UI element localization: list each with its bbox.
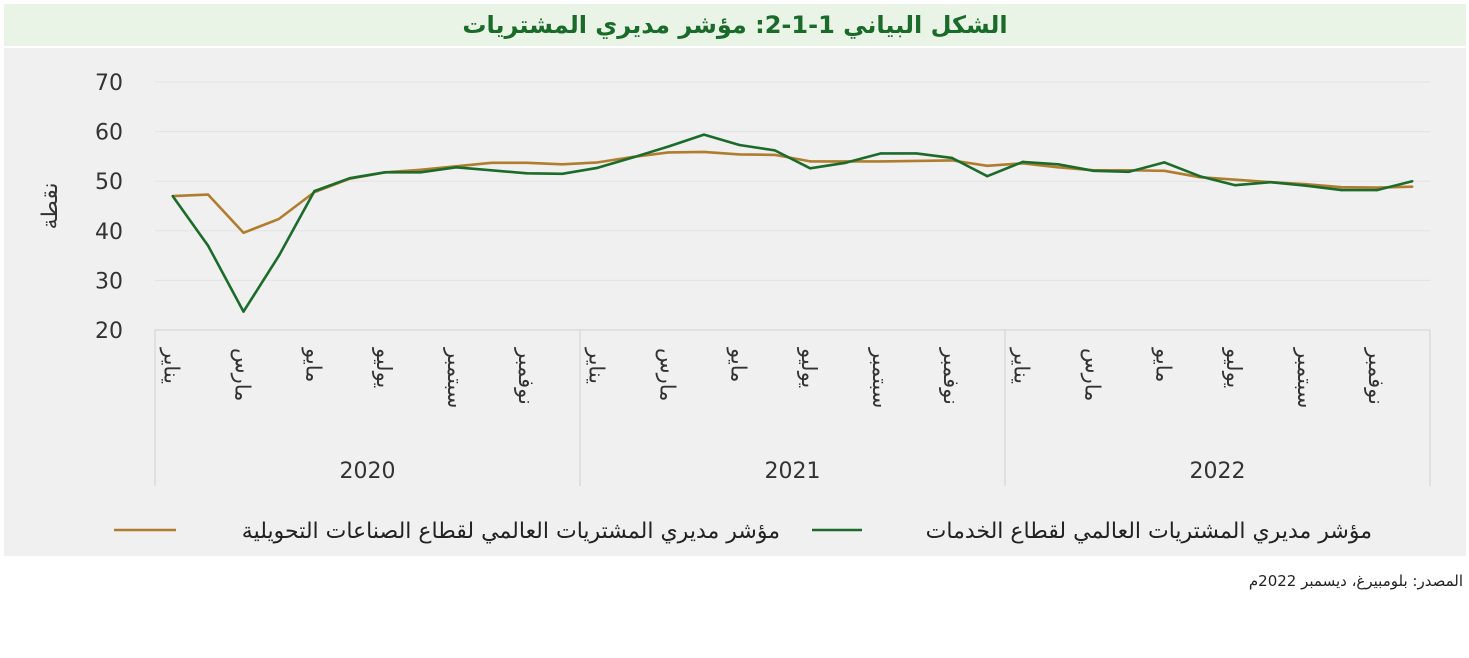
month-label: سبتمبر [1293,347,1317,408]
y-tick-label: 70 [95,71,123,96]
data-point-s2 [1375,188,1379,192]
data-point-s2 [844,161,847,165]
month-label: يوليو [372,347,396,388]
legend-label-services: مؤشر مديري المشتريات العالمي لقطاع الخدم… [926,519,1372,544]
data-point-s2 [1127,170,1131,173]
month-label: يناير [1010,347,1034,384]
year-label: 2022 [1190,459,1246,484]
month-label: يناير [585,347,609,384]
data-point-s2 [1340,188,1343,192]
data-point-s2 [384,171,387,174]
data-point-s2 [1198,175,1201,178]
source-note: المصدر: بلومبيرغ، ديسمبر 2022م [1248,572,1463,590]
data-point-s1 [561,163,564,166]
data-point-s1 [1234,178,1237,181]
data-point-s2 [561,172,564,175]
data-point-s1 [277,217,281,221]
data-point-s2 [490,169,493,172]
data-point-s2 [1056,163,1060,166]
data-point-s2 [419,171,422,174]
data-point-s2 [1092,169,1095,172]
data-point-s1 [419,168,422,171]
month-label: مايو [301,347,325,382]
data-point-s2 [1021,160,1024,164]
data-point-s2 [738,143,741,147]
series-line-1 [172,150,1413,235]
month-label: مايو [1151,347,1175,382]
y-tick-label: 30 [95,269,123,294]
data-point-s1 [773,153,776,157]
data-point-s1 [1163,169,1166,172]
data-point-s2 [879,152,883,155]
data-point-s2 [809,167,812,170]
y-tick-label: 50 [95,170,123,195]
month-label: يناير [160,347,184,384]
data-point-s1 [879,160,883,163]
data-point-s1 [206,193,210,196]
month-label: نوفمبر [1364,347,1388,405]
data-point-s1 [1340,185,1343,189]
year-label: 2020 [340,459,396,484]
month-label: مارس [231,348,255,401]
month-label: سبتمبر [443,347,467,408]
chart-panel: 20 30 40 50 60 70 نقطة 2020 2021 2022 يناير مارس ماي… [4,48,1466,556]
data-point-s2 [1304,184,1308,187]
data-point-s1 [667,151,670,154]
data-point-s2 [348,177,351,180]
data-point-s2 [773,149,776,152]
pmi-line-chart: 20 30 40 50 60 70 نقطة 2020 2021 2022 يناير مارس ماي… [38,71,1431,544]
title-bar: الشكل البياني 1-1-2: مؤشر مديري المشتريا… [4,4,1466,46]
y-tick-label: 40 [95,220,123,245]
series-line-2 [171,133,1413,313]
data-point-s2 [171,194,174,198]
data-point-s1 [1056,166,1060,169]
month-label: مارس [1081,348,1105,401]
month-label: مايو [726,347,750,382]
month-label: سبتمبر [868,347,892,408]
data-point-s2 [242,310,245,313]
data-point-s1 [915,159,918,163]
data-point-s2 [986,175,989,178]
month-label: نوفمبر [939,347,963,405]
data-point-s2 [596,166,599,170]
data-point-s2 [313,189,316,193]
data-point-s2 [454,166,458,169]
data-point-s1 [242,231,245,234]
data-point-s2 [950,156,954,160]
data-point-s1 [525,161,529,165]
data-point-s1 [986,164,989,168]
month-label: مارس [656,348,680,401]
legend-label-manufacturing: مؤشر مديري المشتريات العالمي لقطاع الصنا… [242,519,780,544]
data-point-s1 [702,150,706,154]
data-point-s2 [525,172,529,175]
data-point-s1 [738,153,741,156]
y-tick-label: 60 [95,121,123,146]
y-tick-label: 20 [95,319,123,344]
data-point-s2 [277,254,281,257]
data-point-s2 [915,152,918,155]
month-label: يوليو [1222,347,1246,388]
data-point-s1 [596,161,599,164]
data-point-s2 [1163,161,1166,164]
data-point-s1 [809,160,812,163]
data-point-s1 [1375,186,1379,189]
data-point-s2 [631,156,635,159]
data-point-s2 [702,133,706,136]
data-point-s1 [950,159,954,162]
month-label: يوليو [797,347,821,388]
data-point-s2 [667,145,670,148]
data-point-s2 [1234,183,1237,187]
data-point-s1 [1411,185,1414,188]
data-point-s2 [1269,180,1272,184]
data-point-s2 [206,244,210,247]
year-label: 2021 [765,459,821,484]
y-axis-label: نقطة [38,182,63,229]
chart-title: الشكل البياني 1-1-2: مؤشر مديري المشتريا… [462,11,1008,39]
data-point-s1 [490,161,493,165]
data-point-s2 [1411,180,1414,183]
month-label: نوفمبر [514,347,538,405]
